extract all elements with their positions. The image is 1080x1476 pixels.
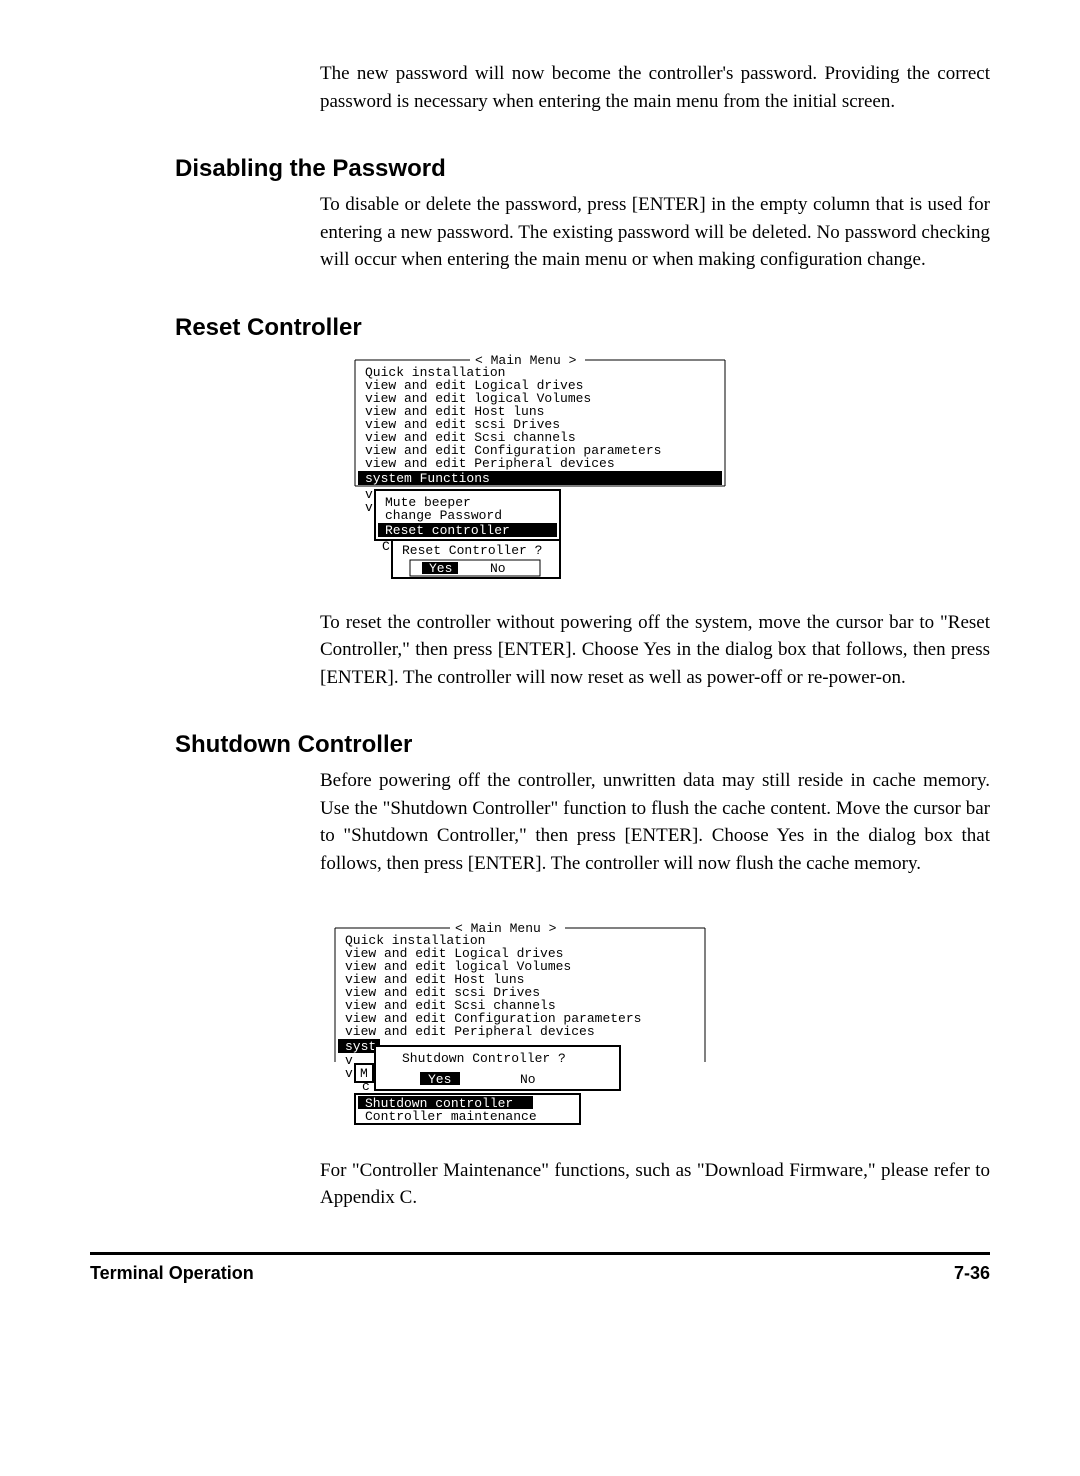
reset-controller-screenshot: < Main Menu > Quick installation view an… — [90, 350, 990, 585]
submenu-highlighted: Reset controller — [385, 523, 510, 538]
dialog-prompt: Reset Controller ? — [402, 543, 542, 558]
heading-shutdown-controller: Shutdown Controller — [175, 731, 990, 759]
footer-right: 7-36 — [954, 1263, 990, 1284]
menu-item-highlighted: syst — [345, 1039, 376, 1054]
left-letter: v — [345, 1066, 353, 1081]
dialog-no: No — [520, 1072, 536, 1087]
footer-left: Terminal Operation — [90, 1263, 254, 1284]
dialog-prompt: Shutdown Controller ? — [402, 1051, 566, 1066]
svg-text:M: M — [360, 1066, 368, 1081]
bottom-item: Controller maintenance — [365, 1109, 537, 1124]
intro-paragraph: The new password will now become the con… — [320, 60, 990, 115]
heading-reset-controller: Reset Controller — [175, 314, 990, 342]
menu-item: view and edit Peripheral devices — [345, 1024, 595, 1039]
submenu-item: change Password — [385, 508, 502, 523]
menu-item: view and edit Peripheral devices — [365, 456, 615, 471]
paragraph-disabling-password: To disable or delete the password, press… — [320, 191, 990, 274]
heading-disabling-password: Disabling the Password — [175, 155, 990, 183]
paragraph-reset-controller: To reset the controller without powering… — [320, 609, 990, 692]
dialog-yes: Yes — [428, 1072, 451, 1087]
dialog-yes: Yes — [429, 561, 452, 576]
shutdown-controller-screenshot: < Main Menu > Quick installation view an… — [320, 918, 990, 1133]
paragraph-shutdown-1: Before powering off the controller, unwr… — [320, 767, 990, 877]
dialog-no: No — [490, 561, 506, 576]
page-footer: Terminal Operation 7-36 — [90, 1252, 990, 1284]
menu-item-highlighted: system Functions — [365, 471, 490, 486]
left-letter: C — [382, 539, 390, 554]
paragraph-shutdown-2: For "Controller Maintenance" functions, … — [320, 1157, 990, 1212]
left-letter: v — [365, 500, 373, 515]
